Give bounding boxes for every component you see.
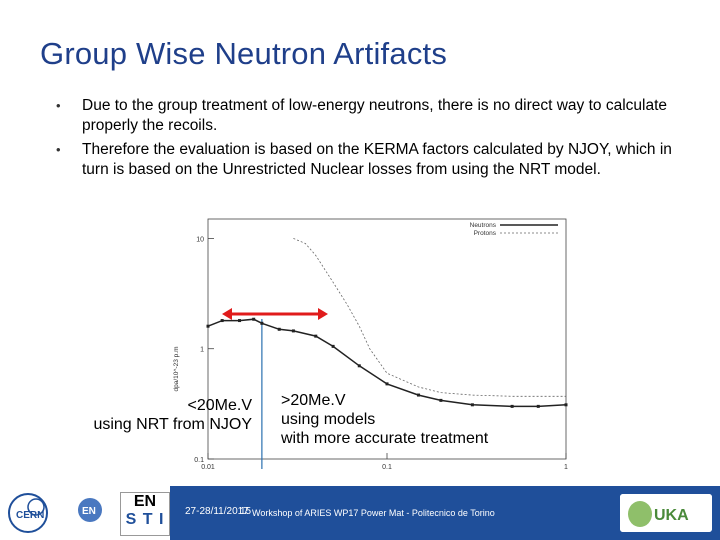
- y-tick-label: 1: [200, 347, 204, 354]
- data-point: [277, 327, 281, 331]
- data-point: [220, 319, 224, 323]
- data-point: [536, 404, 540, 408]
- footer-text: Workshop of ARIES WP17 Power Mat - Polit…: [252, 508, 495, 518]
- bullet-text: Therefore the evaluation is based on the…: [82, 141, 672, 178]
- y-tick-label: 10: [196, 236, 204, 243]
- en-logo: EN: [78, 498, 102, 522]
- series-line-protons: [293, 238, 566, 397]
- bullet-item: • Due to the group treatment of low-ener…: [42, 96, 682, 136]
- cern-logo: CERN: [8, 493, 48, 533]
- low-energy-note-line1: <20Me.V: [187, 397, 252, 414]
- high-energy-note-line2: using models: [281, 411, 376, 428]
- en-logo-label: EN: [82, 506, 96, 517]
- high-energy-note-line3: with more accurate treatment: [281, 430, 489, 447]
- legend-label: Neutrons: [470, 222, 497, 229]
- data-point: [331, 344, 335, 348]
- high-energy-note-line1: >20Me.V: [281, 392, 346, 409]
- range-arrow-right-head-icon: [318, 308, 328, 320]
- en-sti-logo-sti: S T I: [125, 511, 165, 528]
- data-point: [470, 403, 474, 407]
- bullet-dot-icon: •: [56, 142, 61, 157]
- data-point: [238, 319, 242, 323]
- bullet-list: • Due to the group treatment of low-ener…: [42, 96, 682, 184]
- low-energy-note-line2: using NRT from NJOY: [93, 416, 252, 433]
- data-point: [417, 393, 421, 397]
- x-tick-label: 0.01: [201, 464, 215, 471]
- bullet-text: Due to the group treatment of low-energy…: [82, 97, 668, 134]
- data-point: [510, 404, 514, 408]
- data-point: [291, 329, 295, 333]
- data-point: [439, 398, 443, 402]
- page-number: 15: [240, 506, 252, 517]
- footer-bar: CERN EN EN S T I 27-28/11/2017 15 Worksh…: [0, 486, 720, 540]
- svg-text:UKA: UKA: [654, 507, 689, 524]
- slide-title: Group Wise Neutron Artifacts: [40, 36, 448, 71]
- footer-date: 27-28/11/2017: [185, 506, 249, 517]
- en-sti-logo: EN S T I: [120, 492, 170, 536]
- data-point: [206, 324, 210, 328]
- svg-text:CERN: CERN: [16, 510, 44, 521]
- range-arrow-left-head-icon: [222, 308, 232, 320]
- data-point: [564, 403, 568, 407]
- footer-logo-strip: CERN EN EN S T I: [0, 486, 170, 540]
- data-point: [385, 382, 389, 386]
- low-energy-note: <20Me.V using NRT from NJOY: [60, 396, 252, 434]
- data-point: [260, 321, 264, 325]
- data-point: [357, 364, 361, 368]
- data-point: [314, 334, 318, 338]
- data-point: [252, 317, 256, 321]
- x-tick-label: 0.1: [382, 464, 392, 471]
- en-sti-logo-en: EN: [133, 493, 157, 510]
- bullet-dot-icon: •: [56, 98, 61, 113]
- y-tick-label: 0.1: [194, 457, 204, 464]
- legend-label: Protons: [474, 230, 497, 237]
- x-tick-label: 1: [564, 464, 568, 471]
- bullet-item: • Therefore the evaluation is based on t…: [42, 140, 682, 180]
- high-energy-note: >20Me.V using models with more accurate …: [281, 391, 541, 448]
- y-axis-label: dpa/10^-23 p.m: [173, 347, 180, 392]
- fluka-logo: UKA: [620, 494, 712, 532]
